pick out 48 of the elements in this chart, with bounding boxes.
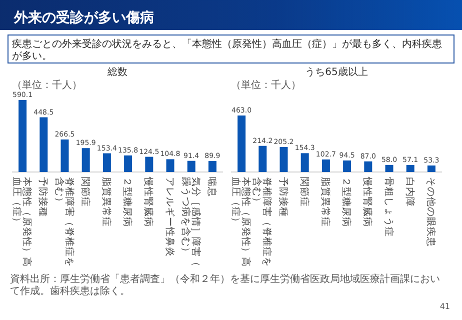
bar <box>406 165 414 172</box>
x-tick-label: ２型糖尿病 <box>340 177 353 227</box>
chart-title: うち65歳以上 <box>305 66 368 78</box>
bar <box>300 153 309 172</box>
x-tick-label: 関節症 <box>79 177 92 207</box>
x-tick-label: 白内障 <box>404 177 416 207</box>
bar <box>18 100 27 172</box>
text: 疾患ごとの外来受診の状況をみると、「本態性（原発性）高血圧（症）」が最も多く、内科疾患が多い。 <box>12 38 442 62</box>
y-axis-title: （単位：千人） <box>231 79 301 91</box>
text: 資料出所：厚生労働省「患者調査」（令和２年）を基に厚生労働省医政局地域医療計画課において作成。歯科疾患は除く。 <box>10 273 440 297</box>
x-tick-label: 脂質異常症 <box>100 177 112 227</box>
x-tick-label: 本態性（原発性）高血圧（症） <box>11 177 34 267</box>
bar <box>238 116 246 172</box>
x-tick-label: 気分［感情］障害（躁うつ病を含む） <box>180 177 202 267</box>
x-tick-label: 骨粗しょう症 <box>382 177 395 237</box>
bar <box>145 156 154 172</box>
bar <box>258 146 267 172</box>
text: 41 <box>440 302 450 311</box>
bar <box>385 164 394 172</box>
chart-title: 総数 <box>106 66 128 78</box>
bar <box>82 148 90 172</box>
x-tick-label: 関節症 <box>298 177 310 207</box>
x-tick-label: 慢性腎臓病 <box>362 176 374 227</box>
bar <box>364 161 372 172</box>
x-tick-label: ２型糖尿病 <box>122 177 134 227</box>
x-tick-label: 脂質異常症 <box>319 177 332 227</box>
x-tick-label: アレルギー性鼻炎 <box>164 177 176 257</box>
text: 外来の受診が多い傷病 <box>13 9 154 26</box>
x-tick-label: 脊椎障害（脊椎症を含む） <box>53 177 76 267</box>
bar <box>280 146 288 172</box>
x-tick-label: 予防接種 <box>277 177 290 217</box>
bar <box>60 139 69 172</box>
bar <box>343 160 352 172</box>
bar <box>322 159 330 172</box>
bar <box>166 159 174 172</box>
x-tick-label: 喘息 <box>206 177 218 197</box>
y-axis-title: （単位：千人） <box>12 79 82 91</box>
x-tick-label: 本態性（原発性）高血圧（症） <box>230 177 252 267</box>
bar <box>40 117 48 172</box>
bar <box>427 165 436 172</box>
bar <box>124 155 132 172</box>
x-tick-label: 脊椎障害（脊椎症を含む） <box>251 177 274 267</box>
bar <box>208 161 216 172</box>
bar <box>187 160 196 172</box>
x-tick-label: 慢性腎臓病 <box>142 176 155 227</box>
bar <box>102 153 111 172</box>
x-tick-label: 予防接種 <box>37 177 50 217</box>
x-tick-label: その他の眼疾患 <box>424 177 437 247</box>
